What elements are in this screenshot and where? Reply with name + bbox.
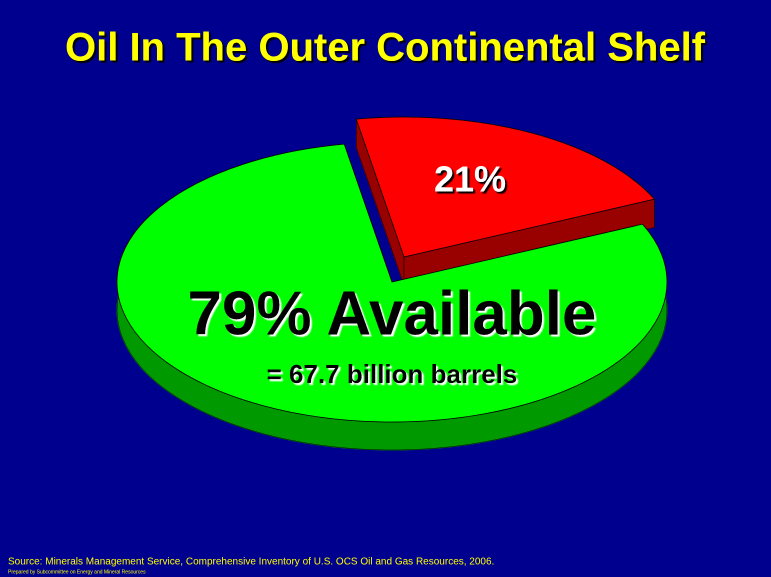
- slice: [116, 143, 668, 423]
- chart-title: Oil In The Outer Continental Shelf: [65, 26, 706, 70]
- slice-label: 79% Available: [188, 279, 597, 348]
- slice-label: 21%: [434, 159, 506, 200]
- source-note: Source: Minerals Management Service, Com…: [8, 557, 494, 568]
- pie: [116, 116, 668, 451]
- annotation: = 67.7 billion barrels: [267, 359, 518, 389]
- credit-note: Prepared by Subcommittee on Energy and M…: [8, 569, 146, 575]
- slice: [355, 116, 656, 258]
